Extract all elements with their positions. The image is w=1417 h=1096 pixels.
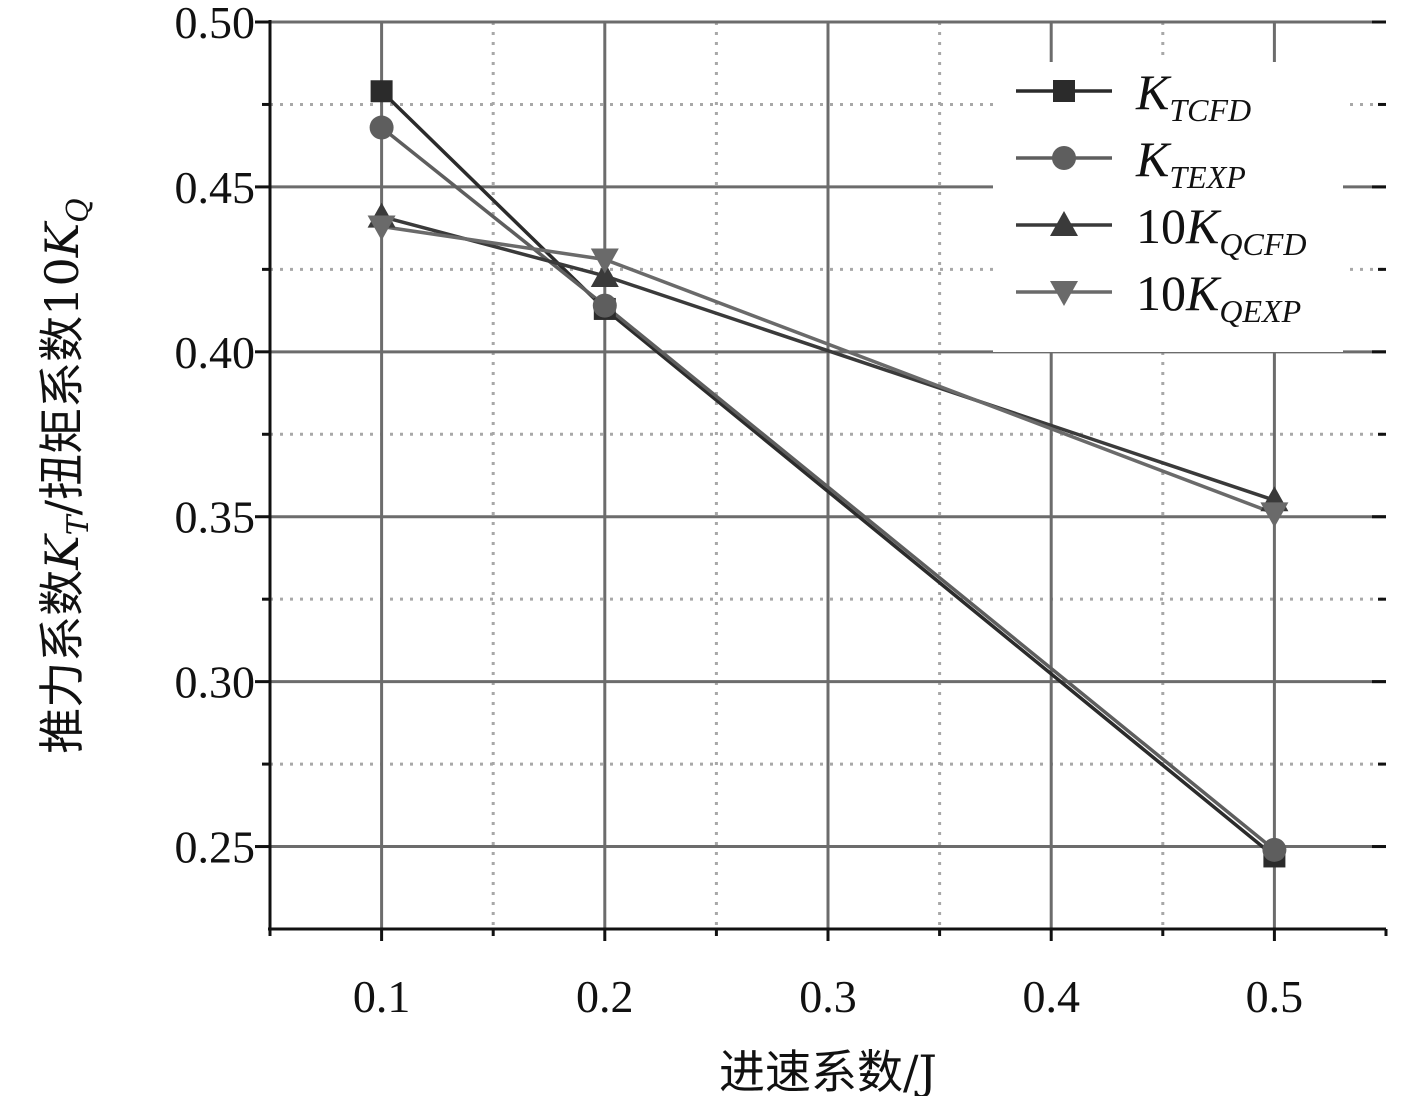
data-point: [592, 293, 617, 318]
x-tick-label: 0.4: [1022, 971, 1080, 1022]
x-tick-label: 0.3: [799, 971, 857, 1022]
series-markers: [367, 80, 1289, 868]
y-tick-label: 0.35: [175, 492, 256, 543]
legend-marker: [1050, 281, 1078, 306]
data-point: [1262, 837, 1287, 862]
legend-label: 10KQEXP: [1136, 265, 1301, 329]
y-tick-label: 0.40: [175, 327, 256, 378]
y-axis-title: 推力系数KT​/扭矩系数10KQ​: [35, 198, 96, 753]
data-point: [370, 80, 393, 103]
legend-label: KTCFD: [1135, 64, 1251, 128]
data-point: [367, 215, 396, 241]
y-tick-label: 0.45: [175, 162, 256, 213]
y-tick-labels: 0.25 0.30 0.35 0.40 0.45 0.50: [175, 0, 256, 873]
legend-marker: [1050, 211, 1078, 236]
x-tick-label: 0.1: [353, 971, 411, 1022]
axis-ticks: [255, 20, 1388, 941]
data-point: [590, 248, 619, 274]
legend-label: 10KQCFD: [1136, 198, 1306, 262]
x-tick-label: 0.2: [576, 971, 634, 1022]
data-point: [369, 115, 394, 140]
data-point: [1260, 502, 1289, 528]
legend-label: KTEXP: [1135, 131, 1246, 195]
x-tick-label: 0.5: [1246, 971, 1304, 1022]
y-tick-label: 0.50: [175, 0, 256, 48]
data-point: [590, 261, 619, 287]
legend-marker: [1052, 146, 1076, 170]
legend-box: [993, 62, 1343, 352]
y-tick-label: 0.25: [175, 822, 256, 873]
x-tick-labels: 0.1 0.2 0.3 0.4 0.5: [353, 971, 1303, 1022]
y-tick-label: 0.30: [175, 657, 256, 708]
legend-marker: [1053, 80, 1075, 102]
x-axis-title: 进速系数/J: [719, 1045, 937, 1096]
